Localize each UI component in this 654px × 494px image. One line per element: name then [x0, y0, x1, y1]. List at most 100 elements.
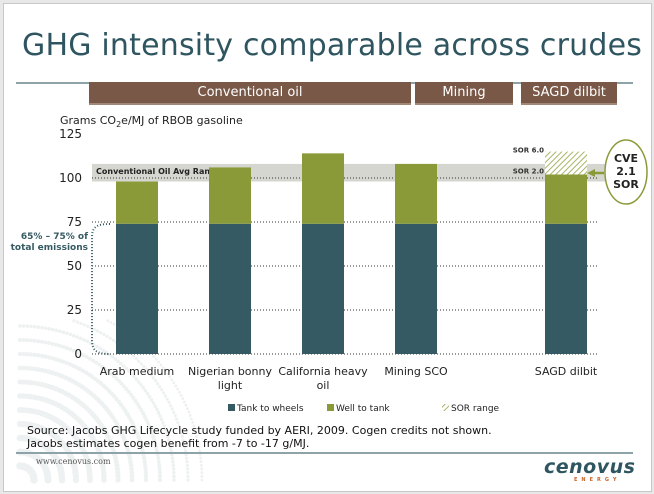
background-dot	[54, 342, 59, 347]
cenovus-logo-subtext: ENERGY	[574, 477, 621, 483]
background-dot	[161, 366, 165, 370]
background-dot	[157, 467, 162, 472]
background-dot	[126, 389, 131, 394]
background-dot	[137, 404, 142, 409]
background-dot	[21, 379, 27, 385]
background-dot	[102, 332, 106, 337]
background-dot	[28, 338, 33, 343]
background-dot	[119, 381, 124, 386]
background-dot	[75, 335, 80, 339]
background-dot	[171, 459, 175, 464]
background-dot	[134, 377, 139, 381]
background-dot	[61, 330, 66, 335]
background-dot	[162, 391, 166, 395]
background-dot	[154, 357, 158, 361]
background-dot	[108, 371, 113, 376]
background-dot	[80, 368, 86, 374]
background-dot	[17, 351, 23, 357]
background-dot	[154, 448, 159, 453]
background-dot	[156, 456, 161, 461]
background-dot	[192, 424, 196, 428]
background-dot	[186, 478, 190, 482]
background-dot	[134, 431, 140, 436]
footer-url[interactable]: www.cenovus.com	[36, 457, 111, 466]
background-dot	[36, 339, 41, 344]
background-dot	[190, 417, 193, 421]
background-dot	[172, 478, 176, 482]
background-dot	[158, 478, 162, 482]
background-dot	[21, 324, 26, 328]
bracket-dotted-curve	[91, 223, 111, 355]
legend-swatch	[442, 404, 449, 411]
background-dot	[195, 435, 199, 438]
bar-tank-to-wheels	[209, 223, 251, 354]
background-dot	[172, 410, 176, 414]
background-dot	[143, 388, 148, 393]
x-tick-label: Arab medium	[100, 365, 174, 378]
background-dot	[179, 431, 183, 435]
background-dot	[134, 357, 138, 361]
background-dot	[149, 398, 154, 402]
background-dot	[172, 381, 176, 385]
background-dot	[86, 324, 90, 328]
background-dot	[128, 418, 134, 423]
background-dot	[199, 456, 203, 460]
background-dot	[111, 373, 116, 378]
background-dot	[53, 357, 59, 362]
background-dot	[166, 372, 170, 376]
background-dot	[50, 327, 55, 332]
y-tick-label: 125	[59, 127, 82, 141]
background-dot	[16, 462, 24, 470]
background-dot	[32, 338, 37, 343]
background-dot	[40, 325, 44, 330]
background-dot	[139, 362, 143, 366]
background-dot	[129, 371, 134, 376]
background-dot	[136, 434, 141, 440]
background-dot	[168, 445, 173, 450]
background-dot	[185, 463, 189, 467]
background-dot	[72, 333, 76, 338]
background-dot	[108, 336, 112, 340]
background-dot	[153, 441, 158, 446]
background-dot	[47, 326, 51, 331]
background-dot	[28, 352, 34, 357]
background-dot	[21, 351, 26, 357]
background-dot	[200, 471, 204, 475]
sor-2-label: SOR 2.0	[513, 167, 544, 175]
background-dot	[163, 427, 168, 432]
background-dot	[88, 356, 92, 361]
bracket-label: total emissions	[11, 243, 88, 253]
x-tick-label: SAGD dilbit	[535, 365, 598, 378]
background-dot	[183, 445, 187, 449]
background-dot	[17, 379, 23, 385]
background-dot	[194, 431, 198, 435]
background-dot	[183, 449, 188, 453]
background-dot	[25, 338, 30, 343]
background-dot	[109, 320, 113, 324]
background-dot	[142, 459, 147, 464]
background-dot	[154, 445, 159, 450]
background-dot	[119, 361, 123, 366]
background-dot	[168, 375, 172, 379]
background-dot	[157, 470, 162, 475]
category-header-mining: Mining	[415, 82, 513, 105]
legend-swatch	[327, 404, 334, 411]
background-dot	[164, 369, 167, 373]
background-dot-pattern	[16, 319, 204, 484]
background-dot	[136, 380, 141, 384]
background-dot	[78, 351, 83, 356]
background-dot	[122, 384, 127, 389]
background-dot	[139, 383, 143, 387]
background-dot	[139, 408, 144, 412]
background-dot	[106, 319, 110, 322]
background-dot	[184, 403, 188, 407]
background-dot	[100, 364, 105, 369]
background-dot	[32, 352, 37, 358]
background-dot	[200, 478, 204, 482]
background-dot	[185, 460, 189, 464]
callout-text: CVE	[614, 152, 638, 165]
background-dot	[147, 394, 152, 399]
background-dot	[127, 369, 131, 373]
background-dot	[94, 360, 99, 365]
background-dot	[158, 385, 162, 389]
